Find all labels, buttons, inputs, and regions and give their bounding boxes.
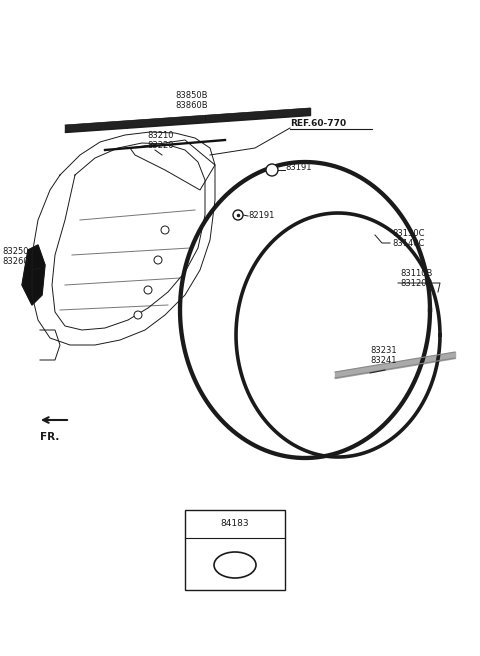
Text: 83210: 83210 bbox=[147, 131, 173, 140]
Text: 82191: 82191 bbox=[248, 211, 275, 220]
Text: 83110B: 83110B bbox=[400, 269, 432, 278]
Text: 83260: 83260 bbox=[2, 257, 29, 266]
Text: 83140C: 83140C bbox=[392, 239, 424, 248]
Circle shape bbox=[161, 226, 169, 234]
Text: 83241: 83241 bbox=[370, 356, 396, 365]
Text: 83191: 83191 bbox=[285, 163, 312, 173]
Circle shape bbox=[154, 256, 162, 264]
Text: REF.60-770: REF.60-770 bbox=[290, 119, 346, 128]
Text: 83220: 83220 bbox=[147, 141, 173, 150]
Circle shape bbox=[266, 164, 278, 176]
Text: 83850B: 83850B bbox=[175, 91, 207, 100]
Circle shape bbox=[144, 286, 152, 294]
Ellipse shape bbox=[214, 552, 256, 578]
Text: 83231: 83231 bbox=[370, 346, 396, 355]
Text: FR.: FR. bbox=[40, 432, 60, 442]
Circle shape bbox=[233, 210, 243, 220]
Bar bbox=[185, 510, 285, 590]
Text: 83120B: 83120B bbox=[400, 279, 432, 288]
Text: 83250: 83250 bbox=[2, 247, 28, 256]
Text: 84183: 84183 bbox=[221, 520, 249, 529]
Text: 83130C: 83130C bbox=[392, 229, 424, 238]
Text: 83860B: 83860B bbox=[175, 101, 208, 110]
Polygon shape bbox=[22, 245, 45, 305]
Circle shape bbox=[134, 311, 142, 319]
